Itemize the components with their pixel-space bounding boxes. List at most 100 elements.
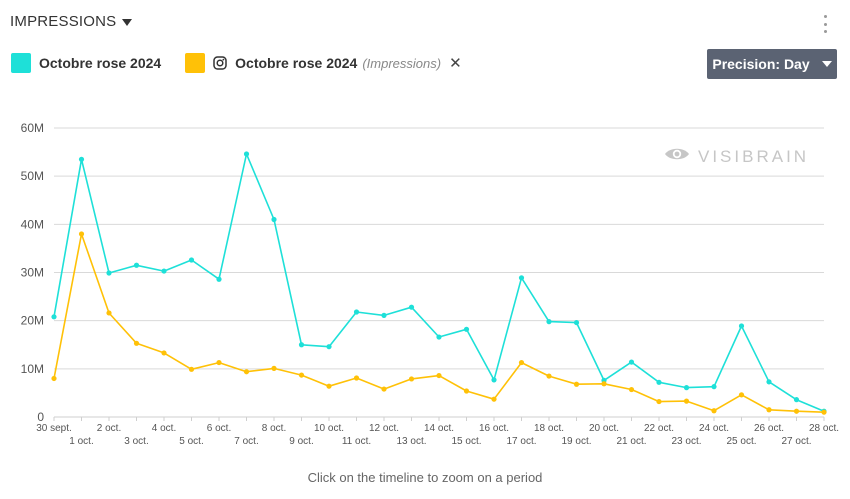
legend-swatch-series-2: [185, 53, 206, 73]
x-tick-label: 5 oct.: [179, 436, 203, 447]
x-tick-label: 17 oct.: [506, 436, 536, 447]
data-point-series-2[interactable]: [628, 386, 635, 393]
x-tick-label: 8 oct.: [262, 423, 286, 434]
data-point-series-2[interactable]: [436, 372, 442, 379]
x-tick-label: 26 oct.: [754, 423, 784, 434]
data-point-series-1[interactable]: [271, 216, 277, 223]
data-point-series-2[interactable]: [821, 409, 827, 415]
data-point-series-2[interactable]: [381, 386, 387, 392]
data-point-series-2[interactable]: [133, 340, 140, 346]
data-point-series-1[interactable]: [683, 385, 690, 391]
x-tick-label: 28 oct.: [809, 423, 839, 434]
x-tick-label: 24 oct.: [699, 423, 729, 434]
y-tick-label: 50M: [21, 169, 44, 183]
data-point-series-1[interactable]: [78, 156, 85, 162]
data-point-series-1[interactable]: [51, 314, 57, 320]
y-tick-label: 30M: [21, 266, 44, 280]
data-point-series-1[interactable]: [463, 326, 470, 332]
data-point-series-1[interactable]: [546, 319, 552, 325]
data-point-series-2[interactable]: [463, 388, 470, 394]
data-point-series-1[interactable]: [188, 257, 195, 263]
data-point-series-2[interactable]: [656, 398, 662, 405]
x-tick-label: 21 oct.: [616, 436, 646, 447]
y-tick-label: 0: [37, 410, 44, 424]
data-point-series-2[interactable]: [51, 375, 57, 382]
eye-logo-icon: [664, 146, 690, 167]
series-line-1: [53, 153, 825, 412]
x-tick-label: 15 oct.: [451, 436, 481, 447]
data-point-series-2[interactable]: [738, 392, 745, 398]
data-point-series-1[interactable]: [381, 312, 387, 318]
precision-label: Precision: Day: [712, 56, 810, 72]
data-point-series-1[interactable]: [243, 151, 250, 157]
data-point-series-2[interactable]: [353, 375, 360, 381]
x-tick-label: 3 oct.: [124, 436, 148, 447]
data-point-series-1[interactable]: [628, 359, 635, 365]
data-point-series-1[interactable]: [491, 377, 497, 383]
data-point-series-2[interactable]: [298, 372, 305, 378]
x-tick-label: 19 oct.: [561, 436, 591, 447]
data-point-series-1[interactable]: [408, 304, 415, 310]
x-tick-label: 13 oct.: [396, 436, 426, 447]
data-point-series-1[interactable]: [216, 276, 222, 282]
precision-dropdown-button[interactable]: Precision: Day: [707, 49, 837, 79]
data-point-series-2[interactable]: [216, 359, 222, 366]
data-point-series-1[interactable]: [353, 309, 360, 315]
data-point-series-1[interactable]: [161, 268, 167, 274]
data-point-series-2[interactable]: [546, 373, 552, 379]
data-point-series-1[interactable]: [106, 270, 112, 276]
x-tick-label: 1 oct.: [69, 436, 93, 447]
more-options-icon[interactable]: [824, 15, 828, 33]
data-point-series-2[interactable]: [106, 310, 112, 316]
impressions-dropdown[interactable]: IMPRESSIONS: [10, 13, 133, 30]
x-tick-label: 22 oct.: [644, 423, 674, 434]
data-point-series-2[interactable]: [793, 408, 800, 414]
x-tick-label: 4 oct.: [152, 423, 176, 434]
data-point-series-2[interactable]: [766, 407, 772, 413]
data-point-series-2[interactable]: [78, 231, 85, 237]
legend-item-series-1[interactable]: Octobre rose 2024: [11, 53, 161, 73]
data-point-series-2[interactable]: [518, 359, 525, 366]
x-tick-label: 12 oct.: [369, 423, 399, 434]
data-point-series-1[interactable]: [766, 379, 772, 385]
data-point-series-1[interactable]: [573, 319, 580, 326]
x-tick-label: 23 oct.: [671, 436, 701, 447]
legend-sublabel-series-2: (Impressions): [362, 55, 442, 71]
legend-item-series-2[interactable]: Octobre rose 2024 (Impressions) ✕: [185, 53, 462, 73]
legend-label-series-1: Octobre rose 2024: [39, 55, 162, 71]
y-tick-label: 60M: [21, 121, 44, 135]
data-point-series-1[interactable]: [518, 275, 525, 281]
data-point-series-2[interactable]: [161, 350, 167, 356]
x-tick-label: 16 oct.: [479, 423, 509, 434]
data-point-series-2[interactable]: [408, 376, 415, 382]
x-tick-label: 25 oct.: [726, 436, 756, 447]
x-tick-label: 20 oct.: [589, 423, 619, 434]
data-point-series-1[interactable]: [436, 334, 442, 340]
data-point-series-2[interactable]: [601, 381, 607, 387]
data-point-series-2[interactable]: [491, 396, 497, 402]
data-point-series-1[interactable]: [711, 384, 717, 390]
data-point-series-1[interactable]: [298, 342, 305, 348]
remove-series-close-icon[interactable]: ✕: [449, 54, 462, 72]
data-point-series-2[interactable]: [188, 366, 195, 372]
data-point-series-1[interactable]: [793, 397, 800, 403]
x-tick-label: 14 oct.: [424, 423, 454, 434]
data-point-series-1[interactable]: [738, 323, 745, 329]
x-tick-label: 7 oct.: [234, 436, 258, 447]
x-tick-label: 9 oct.: [289, 436, 313, 447]
data-point-series-1[interactable]: [133, 262, 140, 268]
data-point-series-2[interactable]: [683, 398, 690, 404]
y-tick-label: 40M: [21, 217, 44, 231]
chevron-down-icon: [821, 61, 832, 67]
data-point-series-2[interactable]: [573, 381, 580, 387]
data-point-series-2[interactable]: [271, 365, 277, 371]
legend-label-series-2: Octobre rose 2024: [235, 55, 358, 71]
data-point-series-2[interactable]: [711, 408, 717, 414]
zoom-hint: Click on the timeline to zoom on a perio…: [307, 470, 543, 485]
x-tick-label: 11 oct.: [342, 436, 371, 447]
data-point-series-1[interactable]: [326, 344, 332, 350]
data-point-series-2[interactable]: [243, 369, 250, 375]
data-point-series-1[interactable]: [656, 379, 662, 385]
data-point-series-2[interactable]: [326, 383, 332, 389]
